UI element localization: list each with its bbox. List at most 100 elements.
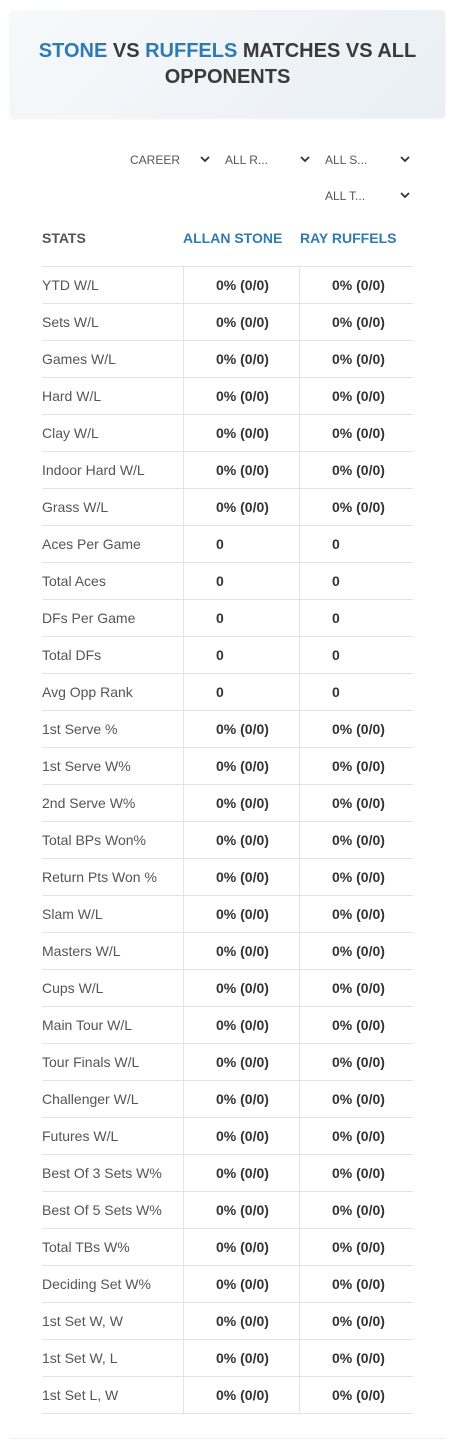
table-row: Total BPs Won% 0% (0/0) 0% (0/0) <box>42 821 413 859</box>
stat-cell: 0% (0/0) <box>183 711 300 748</box>
stat-cell: 0% (0/0) <box>183 304 300 341</box>
stat-cell: 0% (0/0) <box>183 822 300 859</box>
stat-label: 1st Set W, W <box>42 1313 123 1329</box>
stat-cell: 0% (0/0) <box>299 748 414 785</box>
stat-label: Best Of 5 Sets W% <box>42 1202 162 1218</box>
filter-select[interactable]: ALL R... <box>225 150 310 170</box>
stat-label: 1st Serve W% <box>42 758 131 774</box>
stat-cell: 0% (0/0) <box>299 1377 414 1414</box>
stat-cell: 0% (0/0) <box>183 1192 300 1229</box>
table-row: 1st Serve W% 0% (0/0) 0% (0/0) <box>42 747 413 785</box>
stat-cell: 0% (0/0) <box>299 452 414 489</box>
stat-value: 0% (0/0) <box>216 1276 269 1292</box>
stat-cell: 0% (0/0) <box>299 1192 414 1229</box>
stat-value: 0% (0/0) <box>216 1017 269 1033</box>
stat-cell: 0% (0/0) <box>299 304 414 341</box>
stat-cell: 0% (0/0) <box>183 341 300 378</box>
stat-label: Total Aces <box>42 573 106 589</box>
stat-value: 0% (0/0) <box>216 314 269 330</box>
stat-value: 0 <box>332 647 340 663</box>
stat-value: 0% (0/0) <box>216 351 269 367</box>
table-row: Cups W/L 0% (0/0) 0% (0/0) <box>42 969 413 1007</box>
title-part: MATCHES VS ALL OPPONENTS <box>164 40 417 88</box>
stat-value: 0% (0/0) <box>332 721 385 737</box>
stat-cell: 0% (0/0) <box>299 933 414 970</box>
stat-value: 0% (0/0) <box>216 832 269 848</box>
stat-value: 0% (0/0) <box>216 425 269 441</box>
stat-value: 0% (0/0) <box>216 1128 269 1144</box>
stat-label: Clay W/L <box>42 425 99 441</box>
stat-label: Total DFs <box>42 647 102 663</box>
table-row: Masters W/L 0% (0/0) 0% (0/0) <box>42 932 413 970</box>
stat-value: 0% (0/0) <box>216 1350 269 1366</box>
stat-cell: 0 <box>183 637 300 674</box>
stat-cell: 0% (0/0) <box>299 970 414 1007</box>
stat-cell: 0% (0/0) <box>299 1081 414 1118</box>
table-row: DFs Per Game 0 0 <box>42 599 413 637</box>
table-row: Best Of 5 Sets W% 0% (0/0) 0% (0/0) <box>42 1191 413 1229</box>
stat-cell: 0% (0/0) <box>299 785 414 822</box>
stat-label: YTD W/L <box>42 277 99 293</box>
stat-value: 0% (0/0) <box>332 758 385 774</box>
stat-cell: 0% (0/0) <box>299 378 414 415</box>
stat-value: 0% (0/0) <box>332 906 385 922</box>
stat-label: Aces Per Game <box>42 536 141 552</box>
stat-cell: 0 <box>299 563 414 600</box>
table-row: Main Tour W/L 0% (0/0) 0% (0/0) <box>42 1006 413 1044</box>
stat-label: Games W/L <box>42 351 116 367</box>
title-part: STONE <box>38 40 108 62</box>
filter-label: CAREER <box>130 153 181 167</box>
stat-label: Cups W/L <box>42 980 104 996</box>
chevron <box>200 156 210 163</box>
chevron <box>400 156 410 163</box>
stat-cell: 0% (0/0) <box>183 1229 300 1266</box>
stat-label: Return Pts Won % <box>42 869 157 885</box>
stat-value: 0% (0/0) <box>332 1239 385 1255</box>
table-row: Indoor Hard W/L 0% (0/0) 0% (0/0) <box>42 451 413 489</box>
stat-label: Deciding Set W% <box>42 1276 151 1292</box>
stat-value: 0% (0/0) <box>216 758 269 774</box>
stat-value: 0% (0/0) <box>332 1276 385 1292</box>
divider <box>10 1438 445 1439</box>
stat-value: 0% (0/0) <box>216 1239 269 1255</box>
stat-label: Best Of 3 Sets W% <box>42 1165 162 1181</box>
table-row: Aces Per Game 0 0 <box>42 525 413 563</box>
stat-cell: 0% (0/0) <box>183 267 300 304</box>
stat-label: 1st Serve % <box>42 721 118 737</box>
stat-cell: 0% (0/0) <box>183 1118 300 1155</box>
stat-value: 0 <box>332 684 340 700</box>
stat-cell: 0% (0/0) <box>299 1044 414 1081</box>
table-row: Challenger W/L 0% (0/0) 0% (0/0) <box>42 1080 413 1118</box>
stat-cell: 0 <box>299 526 414 563</box>
title: STONE VS RUFFELS MATCHES VS ALL OPPONENT… <box>30 38 425 90</box>
stat-cell: 0% (0/0) <box>299 1118 414 1155</box>
column-header: ALLAN STONE <box>183 230 283 246</box>
stat-value: 0% (0/0) <box>332 277 385 293</box>
stat-cell: 0% (0/0) <box>299 1340 414 1377</box>
table-row: 1st Set L, W 0% (0/0) 0% (0/0) <box>42 1376 413 1414</box>
table-row: Best Of 3 Sets W% 0% (0/0) 0% (0/0) <box>42 1154 413 1192</box>
table-row: Grass W/L 0% (0/0) 0% (0/0) <box>42 488 413 526</box>
filter-select[interactable]: CAREER <box>130 150 210 170</box>
column-header: RAY RUFFELS <box>300 230 397 246</box>
filter-select[interactable]: ALL S... <box>325 150 410 170</box>
table-row: Total TBs W% 0% (0/0) 0% (0/0) <box>42 1228 413 1266</box>
filter-select[interactable]: ALL T... <box>325 186 410 206</box>
stat-cell: 0% (0/0) <box>299 711 414 748</box>
title-part: VS <box>112 40 140 62</box>
stat-label: 1st Set L, W <box>42 1387 119 1403</box>
stat-cell: 0% (0/0) <box>183 1340 300 1377</box>
table-row: Sets W/L 0% (0/0) 0% (0/0) <box>42 303 413 341</box>
stat-value: 0% (0/0) <box>332 795 385 811</box>
stat-label: Challenger W/L <box>42 1091 139 1107</box>
table-row: Futures W/L 0% (0/0) 0% (0/0) <box>42 1117 413 1155</box>
table-row: 1st Set W, L 0% (0/0) 0% (0/0) <box>42 1339 413 1377</box>
stat-value: 0% (0/0) <box>216 277 269 293</box>
table-row: Tour Finals W/L 0% (0/0) 0% (0/0) <box>42 1043 413 1081</box>
stat-cell: 0% (0/0) <box>183 415 300 452</box>
table-row: 1st Set W, W 0% (0/0) 0% (0/0) <box>42 1302 413 1340</box>
stat-value: 0 <box>332 573 340 589</box>
stat-value: 0% (0/0) <box>216 1202 269 1218</box>
stat-cell: 0 <box>183 563 300 600</box>
